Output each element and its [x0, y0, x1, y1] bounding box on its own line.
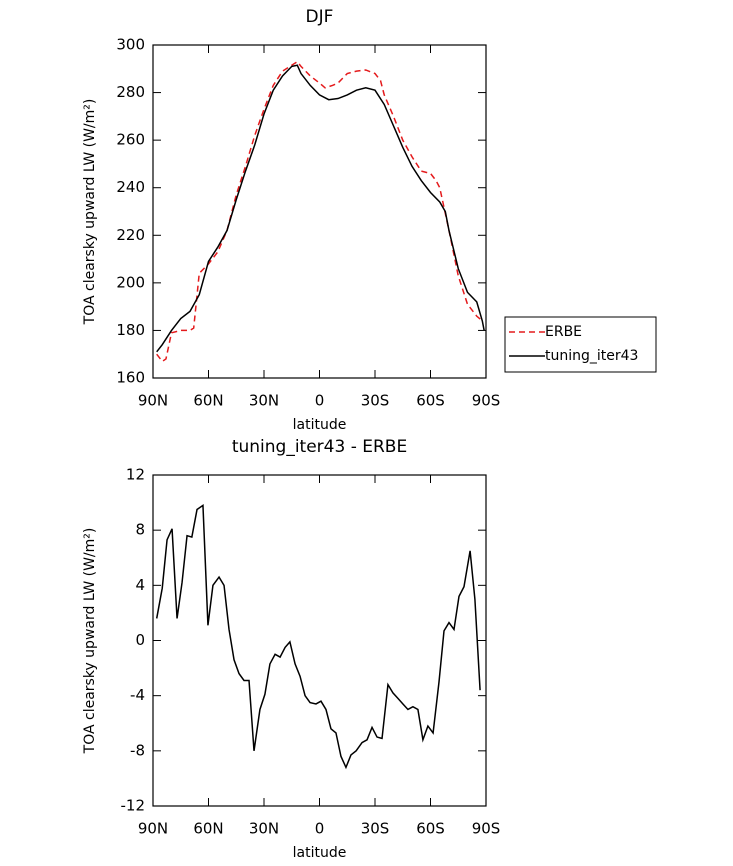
- y-tick-label: 260: [116, 131, 145, 149]
- x-tick-label: 30N: [249, 820, 279, 838]
- series-line: [156, 64, 485, 353]
- y-tick-label: 220: [116, 226, 145, 244]
- legend-label: ERBE: [545, 324, 582, 340]
- plot-frame: [152, 474, 487, 807]
- legend-label: tuning_iter43: [545, 348, 638, 364]
- x-axis-label: latitude: [293, 417, 347, 433]
- y-tick-label: 200: [116, 273, 145, 291]
- x-tick-label: 60S: [416, 820, 445, 838]
- y-tick-label: -12: [121, 797, 146, 815]
- y-tick-label: 280: [116, 83, 145, 101]
- y-tick-label: 180: [116, 321, 145, 339]
- x-tick-label: 60N: [193, 820, 223, 838]
- series-line: [155, 503, 481, 770]
- x-axis-label: latitude: [293, 845, 347, 861]
- x-tick-label: 90S: [472, 392, 501, 410]
- chart-title: DJF: [306, 7, 334, 27]
- x-tick-label: 0: [315, 392, 325, 410]
- chart-title: tuning_iter43 - ERBE: [232, 437, 407, 457]
- y-tick-label: 12: [126, 466, 145, 484]
- series-line: [156, 60, 483, 363]
- x-tick-label: 30S: [361, 392, 390, 410]
- y-tick-label: 300: [116, 36, 145, 54]
- x-tick-label: 60N: [193, 392, 223, 410]
- x-tick-label: 90S: [472, 820, 501, 838]
- x-tick-label: 90N: [138, 392, 168, 410]
- y-tick-label: 160: [116, 369, 145, 387]
- x-tick-label: 30N: [249, 392, 279, 410]
- x-tick-label: 0: [315, 820, 325, 838]
- y-tick-label: 8: [135, 521, 145, 539]
- x-tick-label: 30S: [361, 820, 390, 838]
- legend-box: [504, 316, 657, 373]
- y-axis-label: TOA clearsky upward LW (W/m²): [82, 528, 98, 755]
- y-tick-label: 240: [116, 178, 145, 196]
- x-tick-label: 60S: [416, 392, 445, 410]
- y-tick-label: -8: [130, 741, 145, 759]
- y-tick-label: -4: [130, 686, 145, 704]
- y-tick-label: 4: [135, 576, 145, 594]
- x-tick-label: 90N: [138, 820, 168, 838]
- y-axis-label: TOA clearsky upward LW (W/m²): [82, 99, 98, 326]
- y-tick-label: 0: [135, 631, 145, 649]
